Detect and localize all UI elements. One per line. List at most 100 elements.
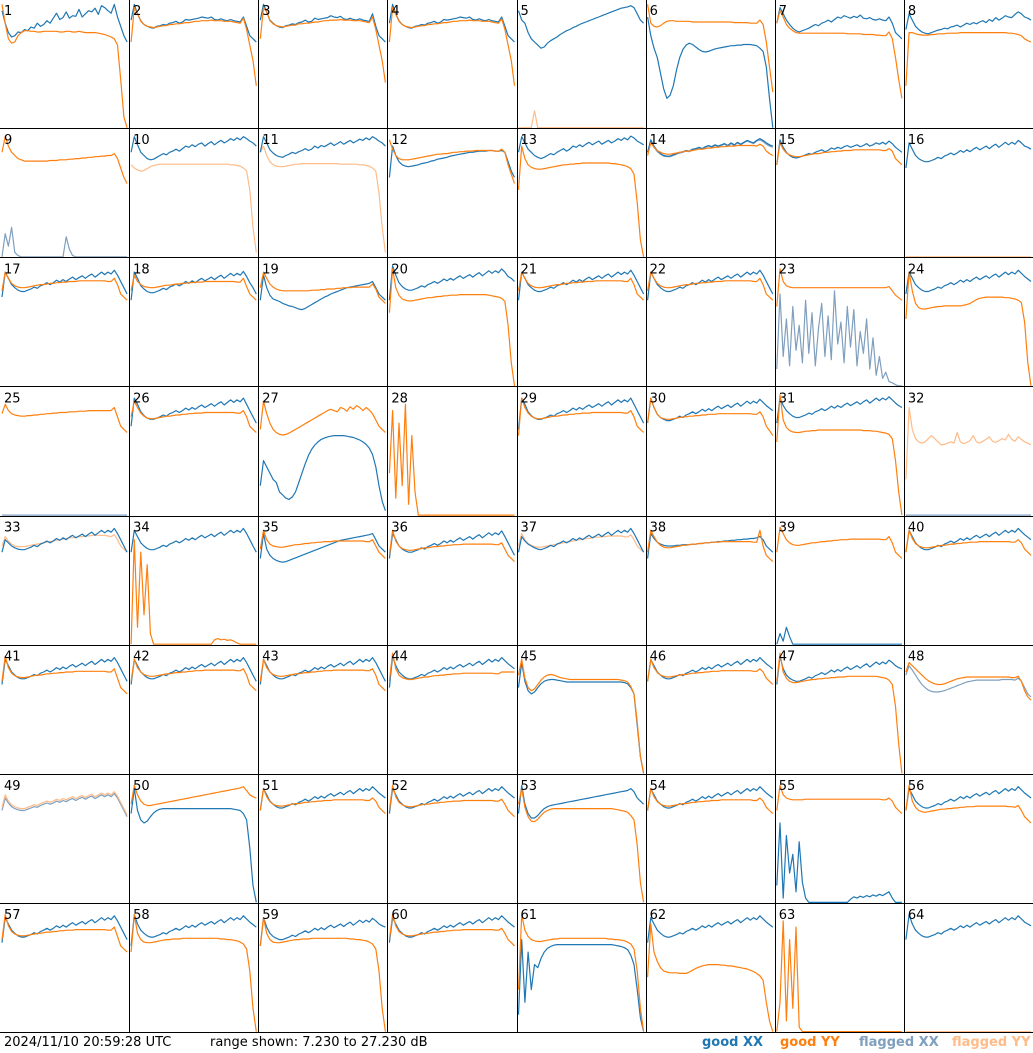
panel-label-5: 5	[521, 4, 529, 19]
panel-label-15: 15	[779, 133, 796, 148]
panel-label-12: 12	[391, 133, 408, 148]
panel-label-60: 60	[391, 908, 408, 923]
panel-label-28: 28	[391, 391, 408, 406]
panel-label-43: 43	[262, 650, 279, 665]
panel-35: 35	[259, 521, 386, 563]
panel-55: 55	[776, 779, 903, 903]
panel-label-58: 58	[133, 908, 150, 923]
panel-61: 61	[517, 908, 645, 1032]
panel-62: 62	[647, 908, 774, 1032]
series-good-yy-61	[517, 914, 645, 1032]
panel-label-3: 3	[262, 4, 270, 19]
series-good-xx-41	[1, 657, 128, 685]
panel-label-57: 57	[4, 908, 21, 923]
panel-label-11: 11	[262, 133, 279, 148]
panel-23: 23	[776, 262, 903, 387]
series-good-xx-47	[776, 655, 903, 685]
series-good-yy-28	[388, 403, 515, 516]
series-good-yy-23	[776, 268, 903, 307]
panel-label-19: 19	[262, 262, 279, 277]
panel-10: 10	[130, 133, 257, 253]
series-good-yy-9	[1, 136, 128, 184]
series-good-yy-13	[517, 145, 645, 257]
series-good-xx-18	[130, 270, 257, 301]
panel-label-29: 29	[521, 391, 538, 406]
panel-label-2: 2	[133, 4, 141, 19]
panel-18: 18	[130, 262, 257, 301]
panel-49: 49	[1, 779, 128, 817]
panel-label-10: 10	[133, 133, 150, 148]
panel-13: 13	[517, 133, 645, 257]
series-good-yy-15	[776, 142, 903, 166]
series-good-yy-54	[647, 788, 774, 815]
series-good-xx-31	[776, 396, 903, 424]
series-good-xx-33	[1, 527, 128, 553]
series-flagged-yy-49	[1, 791, 128, 816]
series-flagged-yy-11	[259, 145, 386, 253]
series-flagged-yy-32	[905, 406, 1032, 480]
series-flagged-xx-49	[1, 793, 128, 817]
series-good-yy-60	[388, 914, 515, 947]
panel-8: 8	[905, 4, 1032, 86]
panel-label-45: 45	[521, 650, 538, 665]
panel-label-48: 48	[908, 650, 925, 665]
panel-5: 5	[517, 4, 645, 129]
panel-53: 53	[517, 779, 645, 903]
footer: 2024/11/10 20:59:28 UTC range shown: 7.2…	[0, 1033, 1033, 1053]
series-good-xx-3	[259, 3, 386, 43]
panel-44: 44	[388, 650, 515, 688]
series-good-xx-57	[1, 915, 128, 943]
panel-56: 56	[905, 779, 1032, 824]
series-good-yy-19	[259, 271, 386, 304]
series-good-yy-21	[517, 271, 645, 301]
series-good-xx-11	[259, 136, 386, 158]
panel-label-24: 24	[908, 262, 925, 277]
panel-30: 30	[647, 391, 774, 436]
series-good-xx-53	[517, 784, 645, 819]
series-good-xx-40	[905, 527, 1032, 553]
series-good-xx-24	[905, 269, 1032, 295]
panel-1: 1	[1, 3, 128, 128]
panel-9: 9	[1, 133, 128, 258]
series-good-yy-3	[259, 7, 386, 83]
series-good-xx-61	[517, 939, 645, 1032]
panel-label-53: 53	[521, 779, 538, 794]
series-flagged-xx-23	[776, 290, 902, 387]
series-good-xx-21	[517, 269, 645, 301]
series-good-yy-35	[259, 529, 386, 559]
series-good-yy-58	[130, 914, 257, 1032]
series-good-xx-16	[905, 139, 1032, 169]
series-good-yy-4	[388, 7, 516, 86]
series-good-xx-36	[388, 530, 516, 559]
series-good-xx-55	[776, 822, 902, 903]
panel-label-42: 42	[133, 650, 150, 665]
series-good-xx-50	[130, 788, 257, 903]
series-good-yy-31	[776, 394, 903, 516]
series-good-xx-30	[647, 397, 774, 424]
panel-label-1: 1	[4, 4, 12, 19]
legend-good-xx: good XX	[702, 1035, 764, 1050]
series-good-yy-46	[647, 658, 774, 685]
panel-label-31: 31	[779, 391, 796, 406]
panel-label-44: 44	[391, 650, 408, 665]
panel-3: 3	[259, 3, 386, 83]
series-good-yy-26	[130, 400, 257, 433]
panel-label-14: 14	[650, 133, 667, 148]
panel-label-36: 36	[391, 521, 408, 536]
series-good-xx-35	[259, 532, 386, 563]
panel-label-52: 52	[391, 779, 408, 794]
panel-label-21: 21	[521, 262, 538, 277]
panel-38: 38	[647, 521, 774, 563]
series-good-yy-25	[1, 403, 128, 433]
panel-52: 52	[388, 779, 515, 818]
series-good-xx-15	[776, 139, 903, 165]
panel-label-16: 16	[908, 133, 925, 148]
series-flagged-yy-10	[130, 163, 257, 253]
panel-label-55: 55	[779, 779, 796, 794]
series-good-yy-39	[776, 526, 903, 559]
panel-label-64: 64	[908, 908, 925, 923]
series-good-yy-22	[647, 271, 774, 301]
panel-label-32: 32	[908, 391, 925, 406]
panel-label-38: 38	[650, 521, 667, 536]
panel-12: 12	[388, 133, 516, 184]
